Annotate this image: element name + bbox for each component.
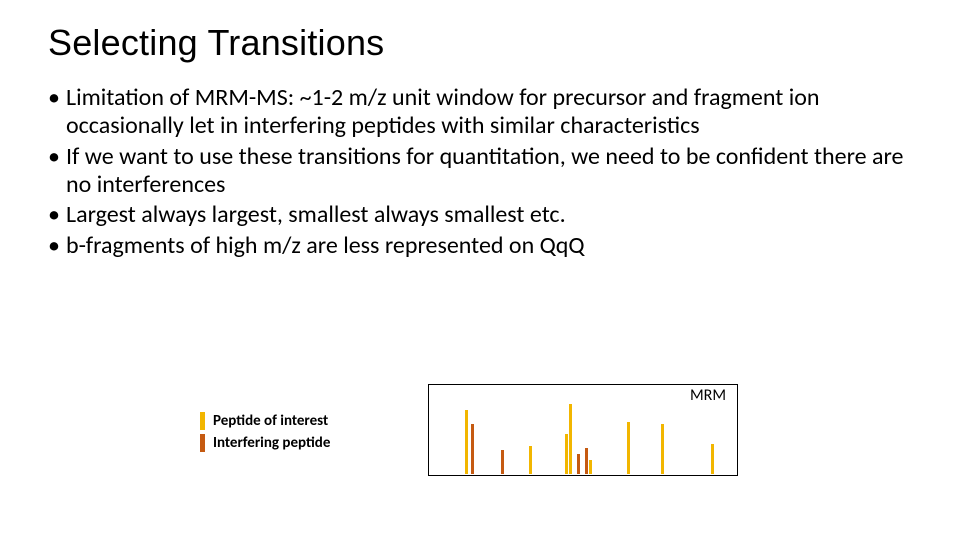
legend-label-interest: Peptide of interest bbox=[213, 412, 328, 430]
bullet-item: • b-fragments of high m/z are less repre… bbox=[48, 232, 918, 260]
spectrum-peak bbox=[589, 460, 592, 474]
spectrum-peak bbox=[529, 446, 532, 474]
legend-swatch-interfering bbox=[200, 434, 205, 452]
legend-label-interfering: Interfering peptide bbox=[213, 434, 330, 452]
chart-label: MRM bbox=[690, 386, 726, 405]
spectrum-peak bbox=[569, 404, 572, 474]
spectrum-peak bbox=[565, 434, 568, 474]
slide-title: Selecting Transitions bbox=[48, 22, 384, 64]
spectrum-peak bbox=[577, 454, 580, 474]
bullet-item: • If we want to use these transitions fo… bbox=[48, 143, 918, 200]
slide: Selecting Transitions • Limitation of MR… bbox=[0, 0, 960, 540]
bullet-item: • Limitation of MRM-MS: ~1-2 m/z unit wi… bbox=[48, 84, 918, 141]
spectrum-peak bbox=[471, 424, 474, 474]
bullet-item: • Largest always largest, smallest alway… bbox=[48, 201, 918, 229]
spectrum-peak bbox=[465, 410, 468, 474]
chart-legend: Peptide of interest Interfering peptide bbox=[200, 410, 330, 454]
spectrum-peak bbox=[661, 424, 664, 474]
bullet-list: • Limitation of MRM-MS: ~1-2 m/z unit wi… bbox=[48, 84, 918, 262]
bullet-dot: • bbox=[48, 84, 66, 141]
bullet-text: If we want to use these transitions for … bbox=[66, 143, 918, 200]
legend-row-interfering: Interfering peptide bbox=[200, 432, 330, 454]
spectrum-peak bbox=[627, 422, 630, 474]
bullet-dot: • bbox=[48, 143, 66, 200]
mrm-chart: MRM bbox=[428, 384, 738, 476]
spectrum-peak bbox=[711, 444, 714, 474]
legend-row-interest: Peptide of interest bbox=[200, 410, 330, 432]
bullet-dot: • bbox=[48, 232, 66, 260]
bullet-text: b-fragments of high m/z are less represe… bbox=[66, 232, 918, 260]
spectrum-peak bbox=[585, 448, 588, 474]
bullet-text: Limitation of MRM-MS: ~1-2 m/z unit wind… bbox=[66, 84, 918, 141]
legend-swatch-interest bbox=[200, 412, 205, 430]
bullet-text: Largest always largest, smallest always … bbox=[66, 201, 918, 229]
bullet-dot: • bbox=[48, 201, 66, 229]
spectrum-peak bbox=[501, 450, 504, 474]
